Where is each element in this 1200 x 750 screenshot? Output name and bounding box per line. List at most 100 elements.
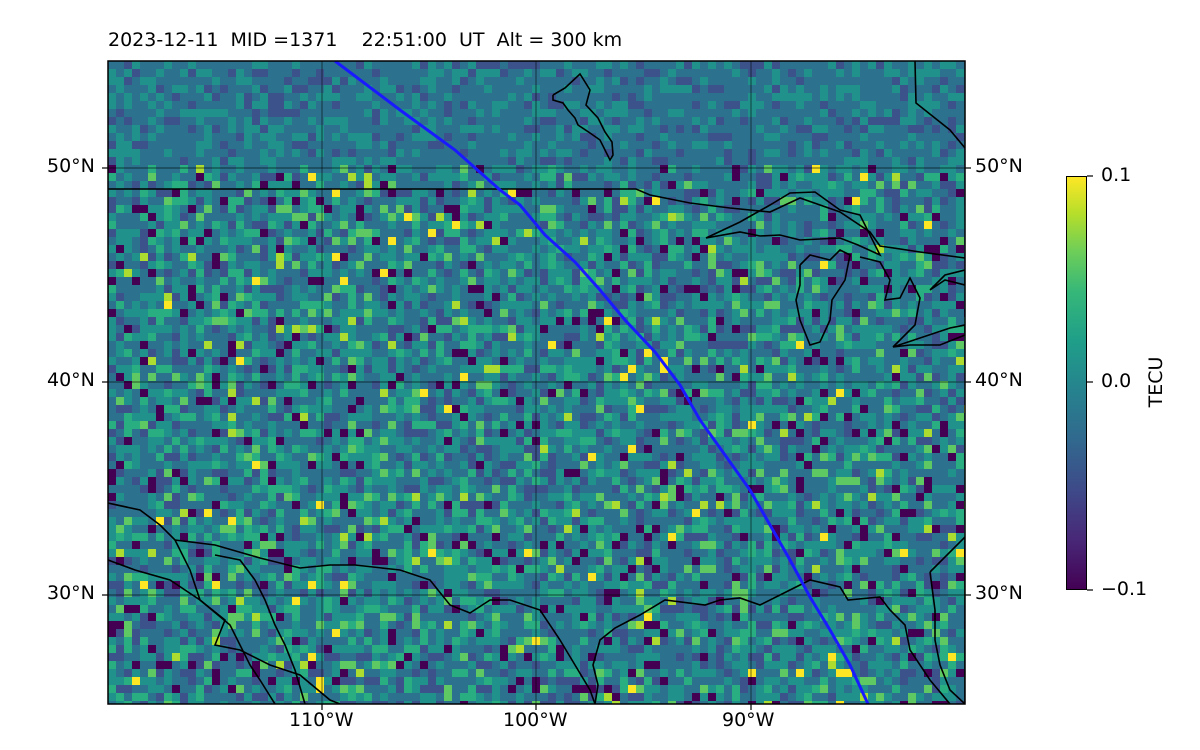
tec-cell (228, 429, 236, 437)
tec-cell (348, 165, 356, 173)
tec-cell (580, 93, 588, 101)
tec-cell (164, 373, 172, 381)
tec-cell (676, 125, 684, 133)
tec-cell (300, 213, 308, 221)
tec-cell (292, 405, 300, 413)
tec-cell (244, 237, 252, 245)
tec-cell (188, 213, 196, 221)
tec-cell (508, 381, 516, 389)
tec-cell (356, 373, 364, 381)
tec-cell (476, 173, 484, 181)
tec-cell (220, 357, 228, 365)
tec-cell (404, 61, 412, 69)
tec-cell (684, 133, 692, 141)
tec-cell (620, 101, 628, 109)
tec-cell (796, 405, 804, 413)
tec-cell (708, 181, 716, 189)
tec-cell (572, 373, 580, 381)
tec-cell (716, 173, 724, 181)
tec-cell (484, 189, 492, 197)
tec-cell (852, 325, 860, 333)
tec-cell (644, 285, 652, 293)
tec-cell (468, 405, 476, 413)
tec-cell (188, 117, 196, 125)
tec-cell (308, 245, 316, 253)
tec-cell (884, 205, 892, 213)
tec-cell (948, 285, 956, 293)
tec-cell (356, 269, 364, 277)
tec-cell (900, 93, 908, 101)
tec-cell (852, 413, 860, 421)
tec-cell (404, 109, 412, 117)
tec-cell (580, 245, 588, 253)
tec-cell (124, 421, 132, 429)
tec-cell (436, 397, 444, 405)
tec-cell (196, 189, 204, 197)
tec-cell (724, 405, 732, 413)
tec-cell (300, 285, 308, 293)
tec-cell (252, 125, 260, 133)
tec-cell (108, 93, 116, 101)
tec-cell (132, 77, 140, 85)
tec-cell (820, 245, 828, 253)
tec-cell (804, 85, 812, 93)
tec-cell (596, 109, 604, 117)
tec-cell (772, 221, 780, 229)
tec-cell (324, 197, 332, 205)
tec-cell (188, 69, 196, 77)
tec-cell (660, 189, 668, 197)
tec-cell (884, 173, 892, 181)
tec-cell (548, 365, 556, 373)
tec-cell (700, 189, 708, 197)
tec-cell (476, 405, 484, 413)
tec-cell (772, 165, 780, 173)
tec-cell (452, 381, 460, 389)
tec-cell (956, 157, 964, 165)
tec-cell (724, 421, 732, 429)
tec-cell (724, 189, 732, 197)
tec-cell (940, 221, 948, 229)
tec-cell (644, 397, 652, 405)
tec-cell (476, 301, 484, 309)
tec-cell (356, 285, 364, 293)
tec-cell (916, 357, 924, 365)
tec-cell (572, 285, 580, 293)
tec-cell (484, 261, 492, 269)
tec-cell (148, 413, 156, 421)
tec-cell (796, 413, 804, 421)
tec-cell (460, 165, 468, 173)
tec-cell (780, 173, 788, 181)
tec-cell (916, 421, 924, 429)
tec-cell (428, 229, 436, 237)
tec-cell (500, 245, 508, 253)
tec-cell (412, 165, 420, 173)
tec-cell (948, 173, 956, 181)
tec-cell (868, 133, 876, 141)
tec-cell (908, 405, 916, 413)
tec-cell (644, 133, 652, 141)
tec-cell (668, 125, 676, 133)
tec-cell (940, 109, 948, 117)
tec-cell (468, 181, 476, 189)
tec-cell (220, 197, 228, 205)
tec-cell (300, 365, 308, 373)
tec-cell (380, 413, 388, 421)
tec-cell (372, 405, 380, 413)
tec-cell (188, 341, 196, 349)
tec-cell (620, 405, 628, 413)
tec-cell (548, 117, 556, 125)
tec-cell (188, 397, 196, 405)
tec-cell (796, 293, 804, 301)
tec-cell (708, 133, 716, 141)
tec-cell (412, 237, 420, 245)
tec-cell (628, 405, 636, 413)
tec-cell (588, 245, 596, 253)
tec-cell (924, 333, 932, 341)
tec-cell (212, 109, 220, 117)
tec-cell (676, 269, 684, 277)
tec-cell (916, 77, 924, 85)
tec-cell (484, 69, 492, 77)
tec-cell (436, 197, 444, 205)
tec-cell (300, 261, 308, 269)
tec-cell (748, 309, 756, 317)
